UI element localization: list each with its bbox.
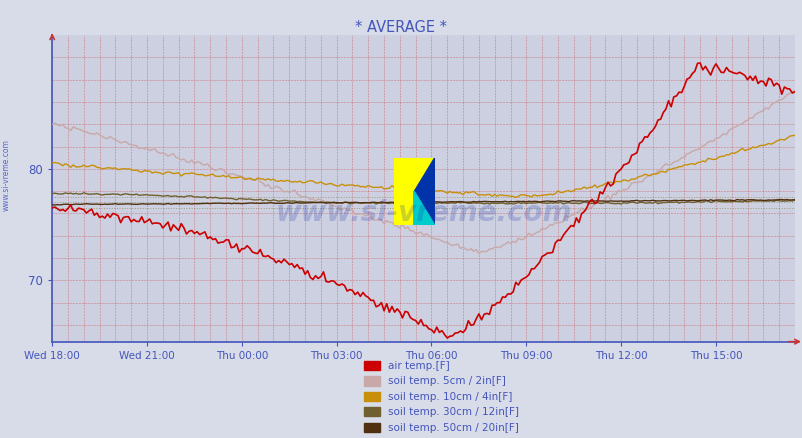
Text: * AVERAGE *: * AVERAGE *	[355, 20, 447, 35]
Text: www.si-vreme.com: www.si-vreme.com	[275, 199, 571, 227]
Legend: air temp.[F], soil temp. 5cm / 2in[F], soil temp. 10cm / 4in[F], soil temp. 30cm: air temp.[F], soil temp. 5cm / 2in[F], s…	[364, 361, 518, 433]
Text: www.si-vreme.com: www.si-vreme.com	[2, 139, 11, 211]
